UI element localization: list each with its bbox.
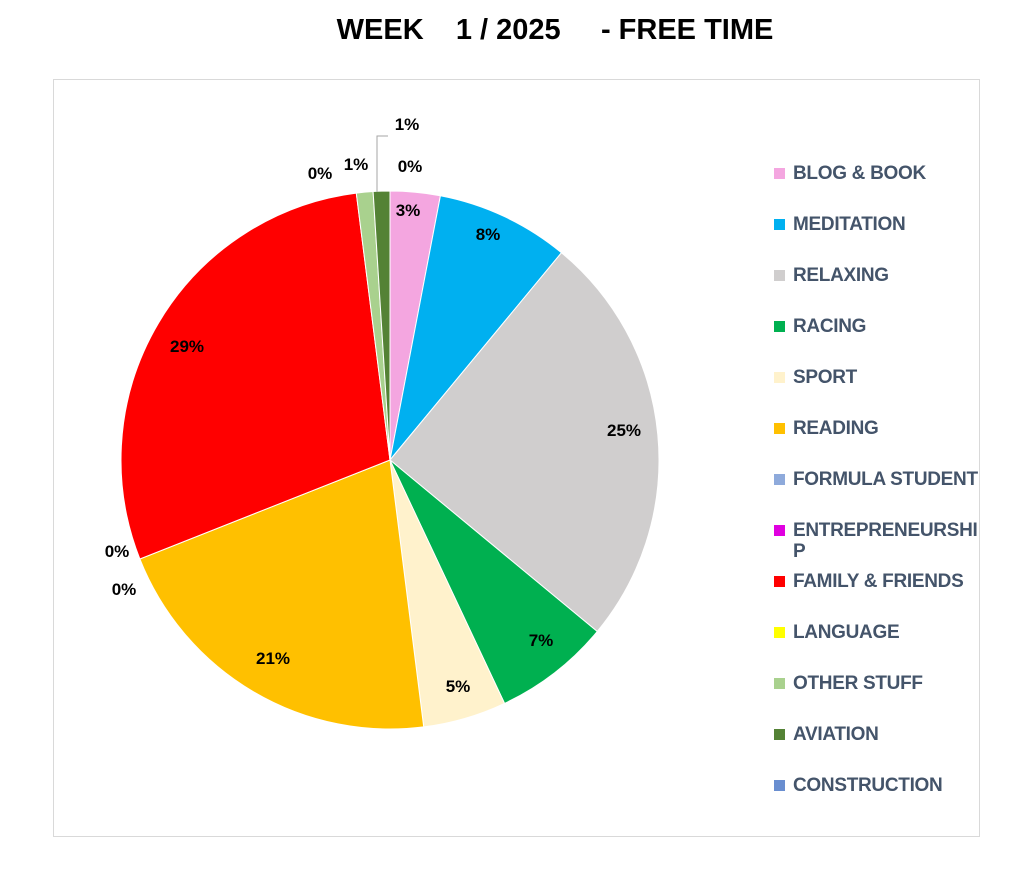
legend-swatch bbox=[774, 219, 785, 230]
legend-swatch bbox=[774, 474, 785, 485]
data-label-construction: 0% bbox=[398, 157, 423, 176]
legend-item-family-friends: FAMILY & FRIENDS bbox=[774, 571, 979, 592]
legend-swatch bbox=[774, 168, 785, 179]
legend-swatch bbox=[774, 729, 785, 740]
legend-label: AVIATION bbox=[793, 724, 879, 745]
data-label-relaxing: 25% bbox=[607, 421, 641, 440]
legend-swatch bbox=[774, 423, 785, 434]
pie-slice-reading bbox=[139, 459, 425, 730]
data-label-family-friends: 29% bbox=[170, 337, 204, 356]
legend-swatch bbox=[774, 270, 785, 281]
legend-label: FAMILY & FRIENDS bbox=[793, 571, 964, 592]
legend-label: ENTREPRENEURSHIP bbox=[793, 520, 978, 562]
pie-slice-meditation bbox=[389, 195, 563, 461]
legend-item-blog-book: BLOG & BOOK bbox=[774, 163, 979, 184]
data-label-entrepreneurship: 0% bbox=[112, 580, 137, 599]
legend-item-formula-student: FORMULA STUDENT bbox=[774, 469, 979, 490]
pie-slice-relaxing bbox=[389, 252, 660, 633]
legend-item-aviation: AVIATION bbox=[774, 724, 979, 745]
data-label-sport: 5% bbox=[446, 677, 471, 696]
legend-item-reading: READING bbox=[774, 418, 979, 439]
data-label-formula-student: 0% bbox=[105, 542, 130, 561]
legend-swatch bbox=[774, 576, 785, 587]
data-label-other-stuff: 1% bbox=[344, 155, 369, 174]
chart-area bbox=[53, 79, 980, 837]
legend-item-racing: RACING bbox=[774, 316, 979, 337]
legend-label: MEDITATION bbox=[793, 214, 906, 235]
legend-swatch bbox=[774, 678, 785, 689]
legend-item-other-stuff: OTHER STUFF bbox=[774, 673, 979, 694]
legend-label: READING bbox=[793, 418, 879, 439]
legend-swatch bbox=[774, 627, 785, 638]
legend-label: BLOG & BOOK bbox=[793, 163, 926, 184]
data-label-blog-book: 3% bbox=[396, 201, 421, 220]
legend-swatch bbox=[774, 321, 785, 332]
legend-item-relaxing: RELAXING bbox=[774, 265, 979, 286]
legend-label: RELAXING bbox=[793, 265, 889, 286]
pie-slice-aviation bbox=[372, 190, 391, 461]
legend-label: FORMULA STUDENT bbox=[793, 469, 978, 490]
legend-item-entrepreneurship: ENTREPRENEURSHIP bbox=[774, 520, 979, 562]
data-label-aviation: 1% bbox=[395, 115, 420, 134]
legend-label: CONSTRUCTION bbox=[793, 775, 943, 796]
data-label-racing: 7% bbox=[529, 631, 554, 650]
legend-item-language: LANGUAGE bbox=[774, 622, 979, 643]
chart-title: WEEK 1 / 2025 - FREE TIME bbox=[336, 14, 774, 46]
pie-slice-racing bbox=[389, 459, 598, 705]
pie-slice-family-friends bbox=[120, 192, 391, 560]
legend-swatch bbox=[774, 780, 785, 791]
data-label-language: 0% bbox=[308, 164, 333, 183]
legend-item-sport: SPORT bbox=[774, 367, 979, 388]
legend-swatch bbox=[774, 372, 785, 383]
legend-label: SPORT bbox=[793, 367, 857, 388]
legend-item-construction: CONSTRUCTION bbox=[774, 775, 979, 796]
leader-line bbox=[376, 135, 388, 192]
legend-label: LANGUAGE bbox=[793, 622, 900, 643]
data-label-meditation: 8% bbox=[476, 225, 501, 244]
data-label-reading: 21% bbox=[256, 649, 290, 668]
legend-item-meditation: MEDITATION bbox=[774, 214, 979, 235]
legend-swatch bbox=[774, 525, 785, 536]
legend-label: OTHER STUFF bbox=[793, 673, 923, 694]
legend-label: RACING bbox=[793, 316, 867, 337]
